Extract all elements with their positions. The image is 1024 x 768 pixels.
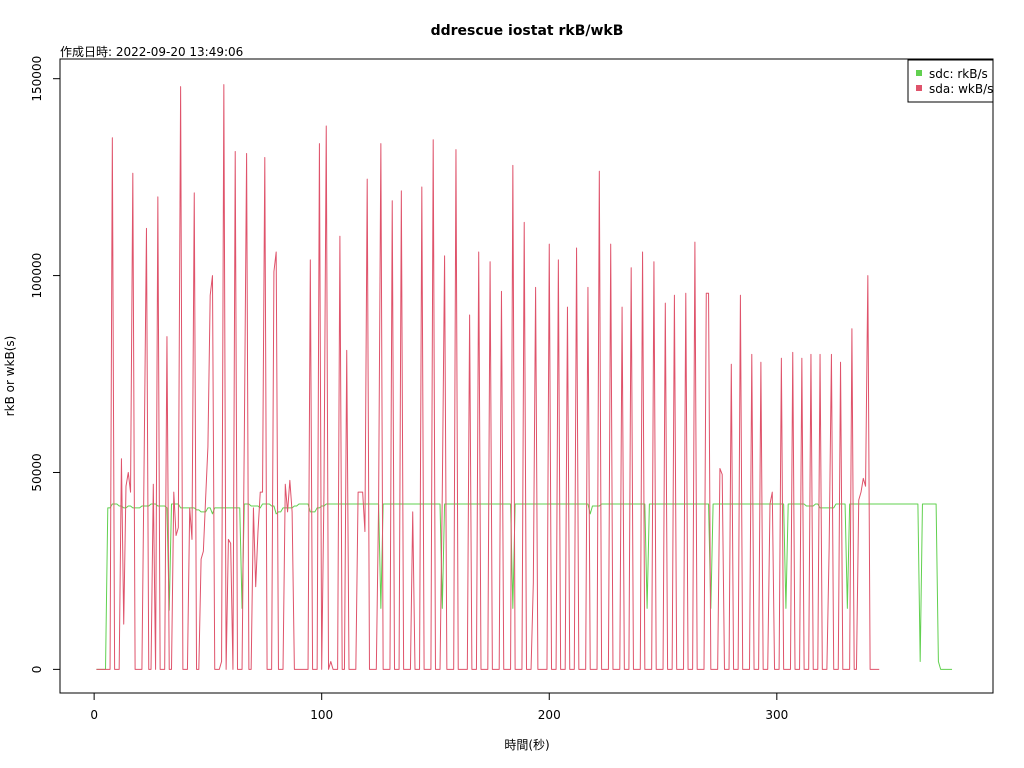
x-tick-label: 300 [765, 708, 788, 722]
chart-annotation: 作成日時: 2022-09-20 13:49:06 [60, 45, 243, 59]
y-tick-label: 0 [30, 666, 44, 674]
x-tick-label: 100 [310, 708, 333, 722]
y-axis-label: rkB or wkB(s) [3, 336, 17, 417]
legend-box [907, 59, 994, 103]
legend-label-sdc: sdc: rkB/s [929, 67, 988, 81]
legend-swatch-sda [916, 85, 922, 91]
series-layer [96, 84, 953, 670]
x-tick-label: 200 [538, 708, 561, 722]
chart-title: ddrescue iostat rkB/wkB [431, 23, 624, 39]
legend-swatch-sdc [916, 70, 922, 76]
series-line-sdc-rkb [96, 503, 953, 670]
y-tick-label: 150000 [30, 56, 44, 102]
x-tick-label: 0 [90, 708, 98, 722]
y-tick-label: 100000 [30, 253, 44, 299]
x-axis: 0 100 200 300 [90, 692, 788, 722]
y-tick-label: 50000 [30, 453, 44, 491]
series-line-sda-wkb [96, 84, 880, 670]
legend: sdc: rkB/s sda: wkB/s [907, 59, 994, 103]
x-axis-label: 時間(秒) [504, 738, 549, 752]
legend-label-sda: sda: wkB/s [929, 82, 993, 96]
y-axis: 0 50000 100000 150000 [30, 56, 61, 674]
